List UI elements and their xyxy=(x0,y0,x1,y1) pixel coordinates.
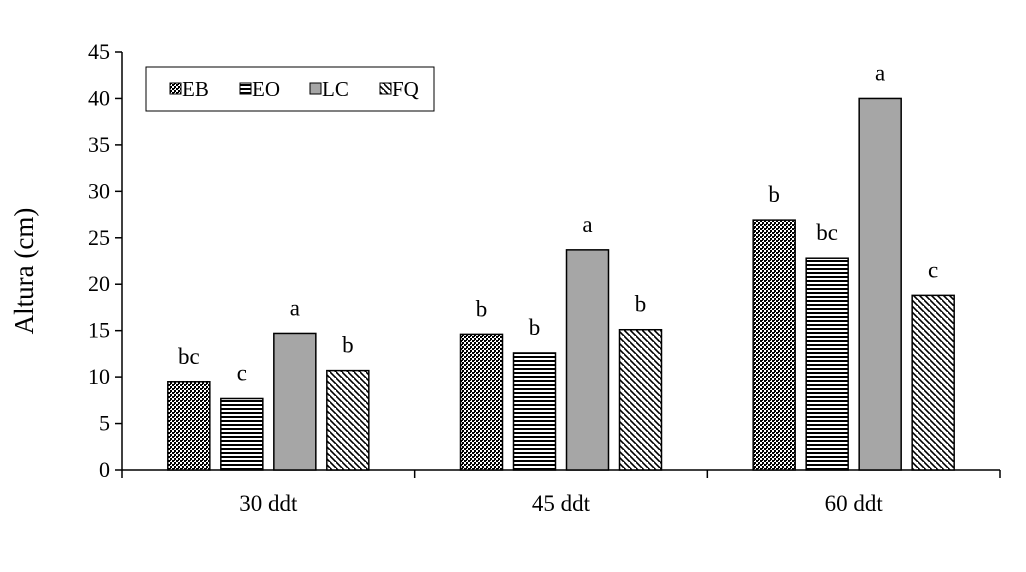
y-tick-label: 20 xyxy=(88,271,110,296)
bar-lc xyxy=(273,332,317,471)
bar-lc xyxy=(565,249,610,471)
y-tick-label: 10 xyxy=(88,364,110,389)
legend-swatch-eb xyxy=(169,82,182,95)
legend-swatch-lc xyxy=(309,82,322,95)
bar-fq xyxy=(618,328,663,471)
legend-label: EB xyxy=(182,77,209,101)
bar-eb xyxy=(459,333,504,471)
bar-significance-label: c xyxy=(237,360,247,385)
bar-significance-label: c xyxy=(928,257,938,282)
bar-significance-label: bc xyxy=(816,220,838,245)
bar-significance-label: a xyxy=(875,60,885,85)
legend-label: EO xyxy=(252,77,280,101)
y-tick-label: 15 xyxy=(88,318,110,343)
bar-significance-label: a xyxy=(582,212,592,237)
bar-fq xyxy=(326,369,370,471)
bar-lc xyxy=(858,97,902,471)
legend-swatch-eo xyxy=(239,82,252,95)
bar-eo xyxy=(805,257,849,471)
x-category-label: 60 ddt xyxy=(825,491,884,516)
y-tick-label: 25 xyxy=(88,225,110,250)
bar-significance-label: b xyxy=(635,292,647,317)
x-category-label: 30 ddt xyxy=(239,491,298,516)
y-tick-label: 5 xyxy=(99,411,110,436)
bar-eo xyxy=(220,397,264,471)
y-tick-label: 35 xyxy=(88,132,110,157)
y-tick-label: 0 xyxy=(99,457,110,482)
bar-significance-label: b xyxy=(342,333,354,358)
x-category-label: 45 ddt xyxy=(532,491,591,516)
bar-significance-label: b xyxy=(476,296,488,321)
bar-significance-label: a xyxy=(290,295,300,320)
bar-eb xyxy=(752,219,796,471)
y-axis-title: Altura (cm) xyxy=(9,208,39,335)
legend-label: FQ xyxy=(392,77,419,101)
bar-eo xyxy=(512,352,557,471)
y-tick-label: 45 xyxy=(88,39,110,64)
legend-swatch-fq xyxy=(379,82,392,95)
bar-significance-label: b xyxy=(768,182,780,207)
y-tick-label: 30 xyxy=(88,178,110,203)
bar-significance-label: b xyxy=(529,315,541,340)
y-tick-label: 40 xyxy=(88,85,110,110)
bar-fq xyxy=(911,294,955,471)
bar-eb xyxy=(167,381,211,471)
bar-significance-label: bc xyxy=(178,344,200,369)
legend-label: LC xyxy=(322,77,349,101)
